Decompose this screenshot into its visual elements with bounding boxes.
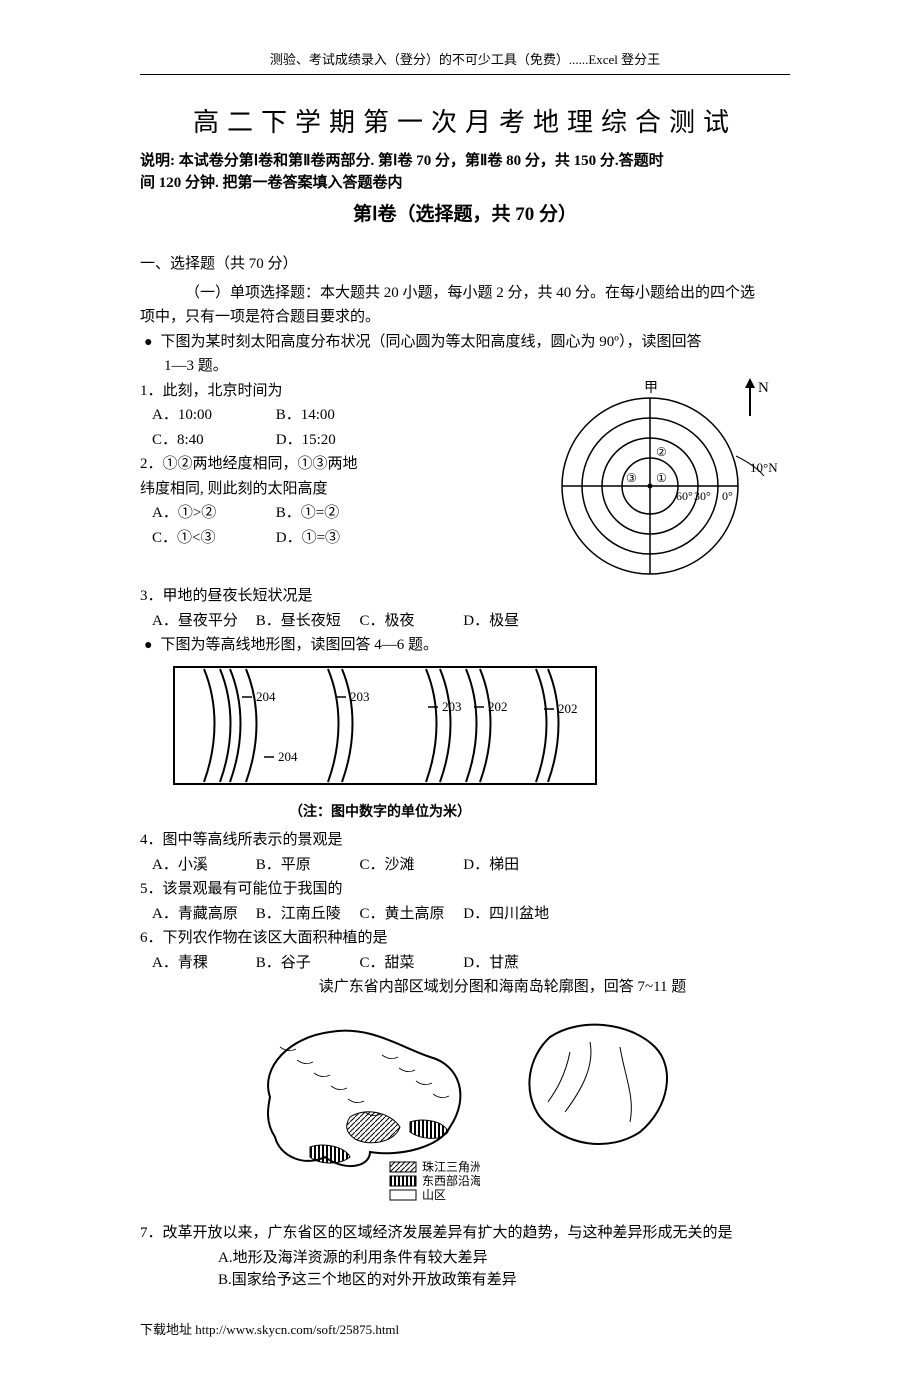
svg-text:202: 202 — [558, 701, 578, 716]
bullet-marker-icon: ● — [140, 332, 157, 353]
q3-opt-c: C．极夜 — [360, 610, 460, 633]
maps-row: 珠江三角洲东西部沿海山区 — [140, 1007, 790, 1215]
bullet-2: ● 下图为等高线地形图，读图回答 4—6 题。 — [140, 634, 790, 657]
svg-text:0°: 0° — [722, 489, 733, 503]
q1-opts-2: C．8:40 D．15:20 — [152, 429, 530, 452]
svg-text:山区: 山区 — [422, 1188, 446, 1202]
q2-line2: 纬度相同, 则此刻的太阳高度 — [140, 478, 530, 501]
q2-opts-2: C．①<③ D．①=③ — [152, 527, 530, 550]
q3: 3．甲地的昼夜长短状况是 — [140, 585, 790, 608]
q1-opts: A．10:00 B．14:00 — [152, 404, 530, 427]
contour-note: （注：图中数字的单位为米） — [170, 802, 590, 823]
q7-opt-a: A.地形及海洋资源的利用条件有较大差异 — [218, 1247, 790, 1270]
bullet2-text: 下图为等高线地形图，读图回答 4—6 题。 — [161, 637, 439, 653]
q1-opt-d: D．15:20 — [276, 429, 396, 452]
instructions-line2: 间 120 分钟. 把第一卷答案填入答题卷内 — [140, 175, 403, 191]
q1: 1．此刻，北京时间为 — [140, 380, 530, 403]
bullet1-text: 下图为某时刻太阳高度分布状况（同心圆为等太阳高度线，圆心为 90º），读图回答 — [161, 334, 702, 350]
svg-text:②: ② — [656, 445, 667, 459]
q2-opt-b: B．①=② — [276, 502, 396, 525]
svg-text:珠江三角洲: 珠江三角洲 — [422, 1160, 480, 1174]
q3-opt-d: D．极昼 — [463, 610, 563, 633]
svg-text:30°: 30° — [694, 489, 711, 503]
svg-text:203: 203 — [350, 689, 370, 704]
instructions-line1: 说明: 本试卷分第Ⅰ卷和第Ⅱ卷两部分. 第Ⅰ卷 70 分，第Ⅱ卷 80 分，共 … — [140, 153, 664, 169]
q2: 2．①②两地经度相同，①③两地 — [140, 453, 530, 476]
q5-opts: A．青藏高原 B．江南丘陵 C．黄土高原 D．四川盆地 — [152, 903, 790, 926]
svg-text:202: 202 — [488, 699, 508, 714]
svg-text:①: ① — [656, 471, 667, 485]
q6-opt-a: A．青稞 — [152, 952, 252, 975]
q4: 4．图中等高线所表示的景观是 — [140, 829, 790, 852]
q4-opt-d: D．梯田 — [463, 854, 563, 877]
bullet-marker-icon: ● — [140, 635, 157, 656]
q1-opt-c: C．8:40 — [152, 429, 272, 452]
q1-opt-b: B．14:00 — [276, 404, 396, 427]
paper-part-title: 第Ⅰ卷（选择题，共 70 分） — [140, 201, 790, 230]
svg-text:东西部沿海: 东西部沿海 — [422, 1173, 480, 1188]
q5: 5．该景观最有可能位于我国的 — [140, 878, 790, 901]
svg-text:204: 204 — [278, 749, 298, 764]
bullet-1: ● 下图为某时刻太阳高度分布状况（同心圆为等太阳高度线，圆心为 90º），读图回… — [140, 331, 790, 354]
section-head: 一、选择题（共 70 分） — [140, 253, 790, 276]
q4-opt-a: A．小溪 — [152, 854, 252, 877]
svg-text:204: 204 — [256, 689, 276, 704]
svg-text:60°: 60° — [676, 489, 693, 503]
q4-opts: A．小溪 B．平原 C．沙滩 D．梯田 — [152, 854, 790, 877]
svg-text:203: 203 — [442, 699, 462, 714]
q2-opt-d: D．①=③ — [276, 527, 396, 550]
q3-opt-a: A．昼夜平分 — [152, 610, 252, 633]
q4-opt-b: B．平原 — [256, 854, 356, 877]
q6-opt-b: B．谷子 — [256, 952, 356, 975]
header-text: 测验、考试成绩录入（登分）的不可少工具（免费）......Excel 登分王 — [140, 50, 790, 75]
hainan-map — [510, 1007, 680, 1215]
svg-text:③: ③ — [626, 471, 637, 485]
svg-text:N: N — [758, 380, 769, 396]
section-intro-1: （一）单项选择题：本大题共 20 小题，每小题 2 分，共 40 分。在每小题给… — [140, 282, 790, 305]
q5-opt-d: D．四川盆地 — [463, 903, 563, 926]
maps-intro: 读广东省内部区域划分图和海南岛轮廓图，回答 7~11 题 — [140, 976, 790, 999]
q6-opts: A．青稞 B．谷子 C．甜菜 D．甘蔗 — [152, 952, 790, 975]
q5-opt-a: A．青藏高原 — [152, 903, 252, 926]
page-title: 高二下学期第一次月考地理综合测试 — [140, 103, 790, 142]
q1-opt-a: A．10:00 — [152, 404, 272, 427]
q6-opt-d: D．甘蔗 — [463, 952, 563, 975]
q3-opt-b: B．昼长夜短 — [256, 610, 356, 633]
contour-figure: 204 203 203 202 202 204 — [170, 663, 790, 801]
q7: 7．改革开放以来，广东省区的区域经济发展差异有扩大的趋势，与这种差异形成无关的是 — [140, 1222, 790, 1245]
guangdong-map: 珠江三角洲东西部沿海山区 — [250, 1007, 480, 1215]
q6: 6．下列农作物在该区大面积种植的是 — [140, 927, 790, 950]
q2-opt-c: C．①<③ — [152, 527, 272, 550]
q7-opt-b: B.国家给予这三个地区的对外开放政策有差异 — [218, 1269, 790, 1292]
footer: 下载地址 http://www.skycn.com/soft/25875.htm… — [140, 1320, 790, 1340]
q2-opts: A．①>② B．①=② — [152, 502, 530, 525]
q2-opt-a: A．①>② — [152, 502, 272, 525]
q5-opt-b: B．江南丘陵 — [256, 903, 356, 926]
sun-altitude-figure: ①②③甲N60°30°0°10°N70°E — [540, 366, 790, 584]
q6-opt-c: C．甜菜 — [360, 952, 460, 975]
q4-opt-c: C．沙滩 — [360, 854, 460, 877]
section-intro-2: 项中，只有一项是符合题目要求的。 — [140, 306, 790, 329]
svg-text:甲: 甲 — [644, 381, 658, 396]
q3-opts: A．昼夜平分 B．昼长夜短 C．极夜 D．极昼 — [152, 610, 790, 633]
svg-text:10°N: 10°N — [750, 460, 778, 475]
q5-opt-c: C．黄土高原 — [360, 903, 460, 926]
instructions: 说明: 本试卷分第Ⅰ卷和第Ⅱ卷两部分. 第Ⅰ卷 70 分，第Ⅱ卷 80 分，共 … — [140, 150, 790, 195]
